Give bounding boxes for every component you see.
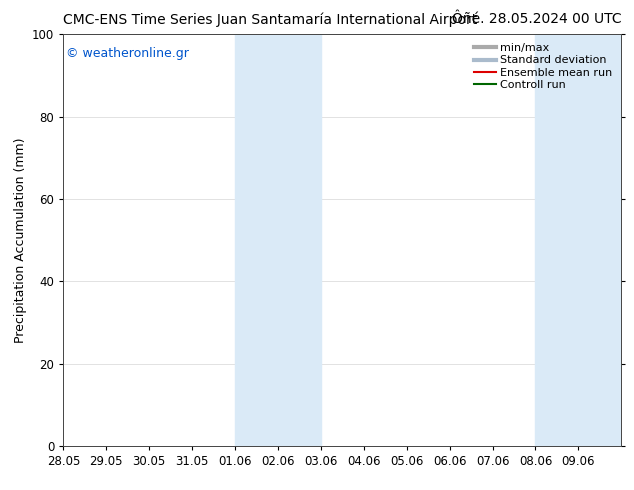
Legend: min/max, Standard deviation, Ensemble mean run, Controll run: min/max, Standard deviation, Ensemble me… (470, 40, 616, 93)
Bar (536, 34, 621, 446)
Text: Ôñé. 28.05.2024 00 UTC: Ôñé. 28.05.2024 00 UTC (451, 12, 621, 26)
Y-axis label: Precipitation Accumulation (mm): Precipitation Accumulation (mm) (13, 137, 27, 343)
Text: © weatheronline.gr: © weatheronline.gr (66, 47, 189, 60)
Bar (235, 34, 321, 446)
Text: CMC-ENS Time Series Juan Santamaría International Airport: CMC-ENS Time Series Juan Santamaría Inte… (63, 12, 477, 27)
